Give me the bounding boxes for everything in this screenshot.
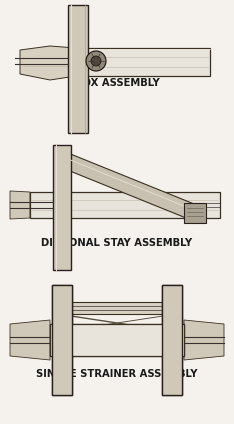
Bar [50, 324, 184, 356]
Bar [70, 302, 164, 314]
Bar [52, 285, 72, 395]
Circle shape [86, 51, 106, 71]
Bar [162, 285, 182, 395]
Bar [30, 192, 220, 218]
Bar [53, 145, 71, 270]
Circle shape [91, 56, 101, 66]
Polygon shape [20, 46, 76, 80]
Bar [162, 285, 182, 395]
Bar [68, 5, 88, 133]
Polygon shape [184, 320, 224, 360]
Bar [184, 203, 206, 223]
Text: SINGLE STRAINER ASSEMBLY: SINGLE STRAINER ASSEMBLY [36, 369, 198, 379]
Text: BOX ASSEMBLY: BOX ASSEMBLY [75, 78, 159, 88]
Bar [50, 324, 184, 356]
Polygon shape [10, 320, 50, 360]
Text: DIAGONAL STAY ASSEMBLY: DIAGONAL STAY ASSEMBLY [41, 237, 193, 248]
Bar [52, 285, 72, 395]
Polygon shape [66, 155, 198, 220]
Bar [76, 48, 210, 76]
Polygon shape [10, 191, 30, 219]
